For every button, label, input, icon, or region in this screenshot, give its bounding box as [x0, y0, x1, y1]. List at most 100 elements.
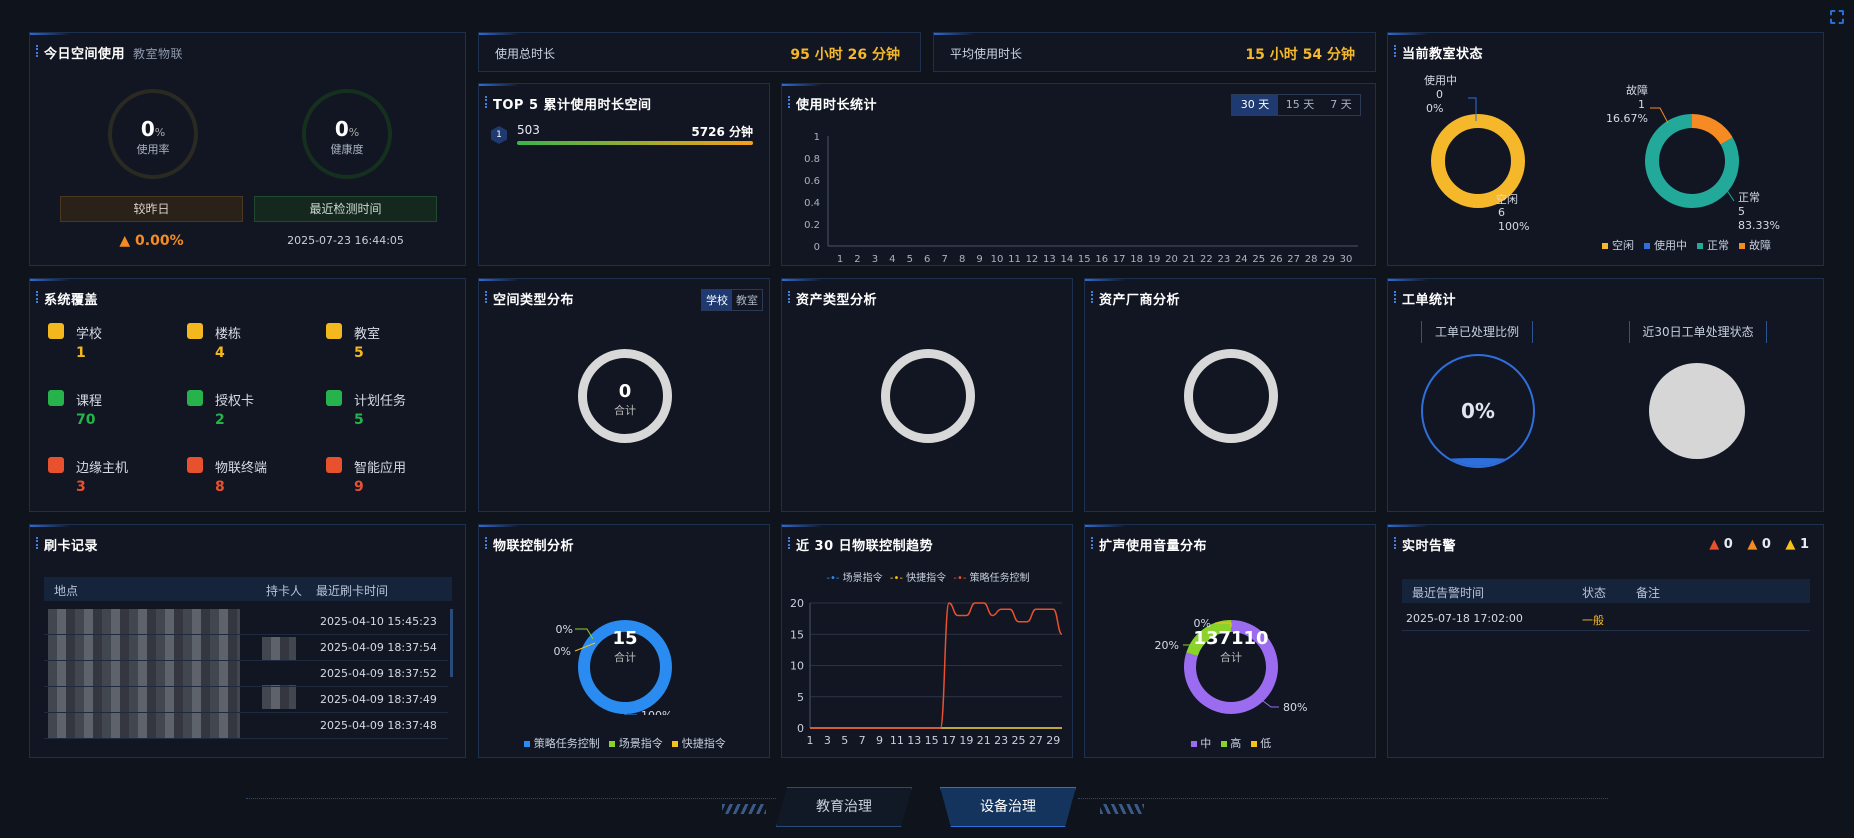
card-records-title: 刷卡记录	[35, 535, 98, 554]
asset-type-title: 资产类型分析	[787, 289, 877, 308]
legend-line-icon: -•-	[826, 573, 840, 584]
leader-line	[1262, 700, 1279, 708]
x-tick-label: 21	[977, 734, 991, 747]
iot-control-total-label: 合计	[614, 651, 636, 664]
x-tick-label: 17	[1113, 254, 1126, 264]
tab-classroom[interactable]: 教室	[736, 294, 758, 307]
health-unit: %	[348, 126, 360, 139]
alarm-row[interactable]: 2025-07-18 17:02:00 一般	[1402, 605, 1810, 631]
speaker-volume-slice	[1186, 620, 1232, 657]
alarm-critical-icon: ▲	[1709, 537, 1720, 552]
x-tick-label: 7	[859, 734, 866, 747]
legend-swatch	[1190, 741, 1197, 747]
nav-education-governance[interactable]: 教育治理	[776, 787, 912, 827]
holder-redacted	[262, 685, 296, 709]
apps-grid-icon	[326, 457, 342, 473]
card-record-row[interactable]: 2025-04-09 18:37:49	[44, 687, 448, 713]
iot-trend-title: 近 30 日物联控制趋势	[787, 535, 933, 554]
holder-redacted	[262, 637, 296, 661]
space-type-ring	[578, 349, 672, 443]
x-tick-label: 27	[1029, 734, 1043, 747]
realtime-alarm-title: 实时告警	[1393, 535, 1456, 554]
idle-pct: 100%	[1498, 220, 1529, 233]
terminal-box-icon	[187, 457, 203, 473]
x-tick-label: 11	[1008, 254, 1021, 264]
legend-label: 故障	[1749, 238, 1771, 252]
usage-ring	[108, 89, 198, 179]
health-ring	[302, 89, 392, 179]
normal-label: 正常	[1738, 191, 1760, 204]
x-tick-label: 5	[907, 254, 913, 264]
slice-label: 0%	[556, 623, 573, 636]
leader-line	[574, 642, 596, 652]
legend-swatch	[1739, 243, 1745, 249]
classroom-usage-slice	[1431, 114, 1525, 208]
iot-trend-legend: -•- 场景指令 -•- 快捷指令 -•- 策略任务控制	[782, 569, 1074, 584]
x-tick-label: 20	[1165, 254, 1178, 264]
x-tick-label: 29	[1046, 734, 1060, 747]
slice-label: 0%	[554, 645, 571, 658]
top5-item-bar	[517, 141, 753, 145]
panel-title: 今日空间使用 教室物联	[35, 43, 183, 62]
last-check-box: 最近检测时间	[254, 196, 437, 222]
card-scrollbar[interactable]	[450, 609, 453, 677]
y-tick-label: 0	[814, 242, 820, 253]
x-tick-label: 1	[807, 734, 814, 747]
expand-icon[interactable]	[1830, 10, 1844, 24]
legend-low: 低	[1260, 737, 1272, 750]
alarm-minor-count: 1	[1799, 537, 1809, 552]
col-holder: 持卡人	[266, 584, 303, 598]
legend-swatch	[1220, 741, 1227, 747]
tab-30-days[interactable]: 30 天	[1232, 95, 1278, 115]
classroom-status-panel: 当前教室状态 使用中 0 0% 空闲 6 100% 故障 1 16.67% 正常 5 83.33% 空闲…	[1387, 32, 1824, 266]
series-line	[809, 602, 1063, 729]
col-location: 地点	[54, 584, 79, 598]
legend-label: 使用中	[1654, 239, 1687, 252]
space-type-panel: 空间类型分布 学校 教室 0 合计	[478, 278, 770, 512]
x-tick-label: 3	[824, 734, 831, 747]
building-icon	[187, 323, 203, 339]
x-tick-label: 7	[942, 254, 948, 264]
system-coverage-title: 系统覆盖	[35, 289, 98, 308]
processed-label: 工单已处理比例	[1421, 321, 1533, 343]
x-tick-label: 19	[1148, 254, 1161, 264]
rank-badge-icon: 1	[491, 126, 507, 144]
x-tick-label: 27	[1287, 254, 1300, 264]
card-record-row[interactable]: 2025-04-09 18:37:48	[44, 713, 448, 739]
iot-control-title: 物联控制分析	[484, 535, 574, 554]
y-tick-label: 0.2	[804, 220, 820, 231]
y-tick-label: 0.4	[804, 198, 820, 209]
tab-15-days[interactable]: 15 天	[1285, 98, 1315, 111]
x-tick-label: 23	[994, 734, 1008, 747]
x-tick-label: 17	[942, 734, 956, 747]
card-time: 2025-04-09 18:37:48	[320, 719, 437, 732]
x-tick-label: 26	[1270, 254, 1283, 264]
x-tick-label: 15	[1078, 254, 1091, 264]
x-tick-label: 2	[854, 254, 860, 264]
wave-fill	[1423, 458, 1533, 466]
tab-7-days[interactable]: 7 天	[1330, 98, 1352, 111]
leader-line	[1215, 622, 1232, 627]
tab-school[interactable]: 学校	[702, 290, 732, 310]
space-type-total: 0	[618, 381, 632, 402]
card-record-row[interactable]: 2025-04-09 18:37:52	[44, 661, 448, 687]
legend-scene: 场景指令	[618, 737, 663, 750]
speaker-volume-slice	[1184, 620, 1278, 714]
usage-value: 0	[140, 117, 155, 141]
coverage-label: 教室	[354, 327, 381, 342]
health-readout: 0% 健康度	[302, 117, 392, 157]
x-tick-label: 4	[889, 254, 895, 264]
processed-value: 0%	[1461, 399, 1495, 423]
card-records-panel: 刷卡记录 地点 持卡人 最近刷卡时间 2025-04-10 15:45:23 20…	[29, 524, 466, 758]
alarm-major-count: 0	[1761, 537, 1771, 552]
x-tick-label: 28	[1305, 254, 1318, 264]
card-record-row[interactable]: 2025-04-09 18:37:54	[44, 635, 448, 661]
nav-device-governance[interactable]: 设备治理	[940, 787, 1076, 827]
usage-readout: 0% 使用率	[108, 117, 198, 157]
card-record-row[interactable]: 2025-04-10 15:45:23	[44, 609, 448, 635]
alarm-counts: ▲ 0 ▲ 0 ▲ 1	[1709, 537, 1809, 552]
asset-vendor-panel: 资产厂商分析	[1084, 278, 1376, 512]
coverage-label: 学校	[76, 327, 103, 342]
legend-swatch	[672, 741, 679, 747]
y-tick-label: 0	[797, 722, 804, 735]
